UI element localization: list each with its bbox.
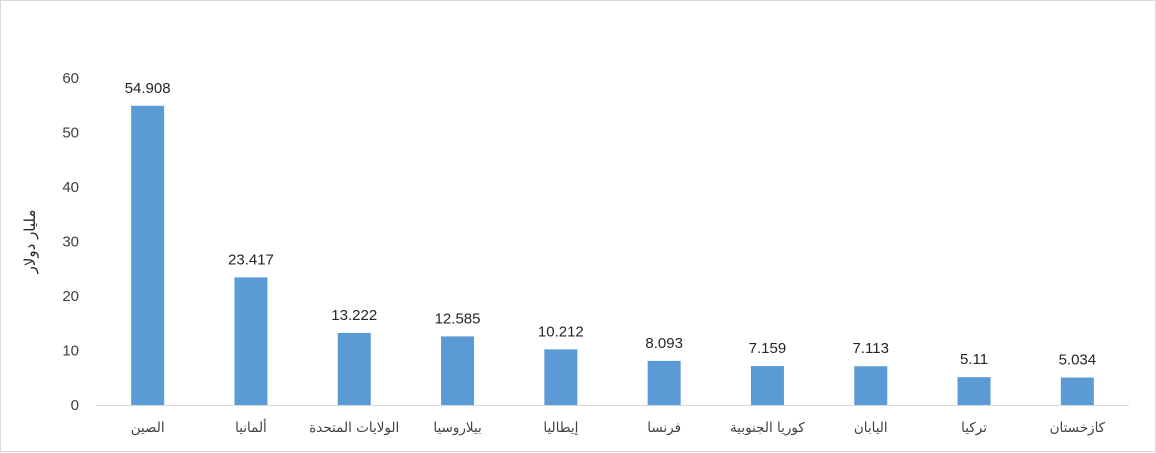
category-labels-group: الصين ألمانيا الولايات المتحدة بيلاروسيا إيط… xyxy=(131,418,1106,436)
y-tick-label: 60 xyxy=(62,70,79,87)
y-tick-label: 40 xyxy=(62,179,79,196)
y-tick-label: 0 xyxy=(71,397,79,414)
category-label: اليابان xyxy=(854,420,888,436)
bar-value-label: 54.908 xyxy=(125,80,171,97)
y-tick-label: 20 xyxy=(62,288,79,305)
bar-value-label: 7.159 xyxy=(749,340,787,357)
category-label: ألمانيا xyxy=(235,418,267,436)
bar xyxy=(854,366,888,405)
y-axis-ticks: 0 10 20 30 40 50 60 xyxy=(62,70,79,414)
category-label: الصين xyxy=(131,420,165,436)
category-label: تركيا xyxy=(961,420,987,436)
bar xyxy=(337,332,371,405)
category-label: فرنسا xyxy=(647,420,681,436)
category-label: إيطاليا xyxy=(543,420,578,436)
y-tick-label: 10 xyxy=(62,343,79,360)
bar-value-label: 23.417 xyxy=(228,251,274,268)
category-label: بيلاروسيا xyxy=(433,420,481,436)
category-label: كازخستان xyxy=(1050,420,1106,436)
bar-value-label: 13.222 xyxy=(331,307,377,324)
bar xyxy=(234,277,268,405)
bar xyxy=(957,377,991,405)
bar xyxy=(750,365,784,405)
category-label: كوريا الجنوبية xyxy=(730,420,805,436)
bar-value-label: 7.113 xyxy=(853,340,889,357)
bar-value-label: 5.11 xyxy=(960,351,988,368)
bar xyxy=(131,105,165,405)
bar-value-label: 5.034 xyxy=(1059,352,1097,369)
bar xyxy=(647,360,681,405)
y-tick-label: 50 xyxy=(62,125,79,142)
bar xyxy=(1060,377,1094,405)
bars-group xyxy=(131,105,1094,405)
data-labels-group: 54.908 23.417 13.222 12.585 10.212 8.093 7.159… xyxy=(125,80,1096,369)
y-tick-label: 30 xyxy=(62,234,79,251)
y-axis-title: مليار دولار xyxy=(21,210,39,275)
bar-value-label: 10.212 xyxy=(538,323,584,340)
bar-value-label: 12.585 xyxy=(435,310,481,327)
bar-value-label: 8.093 xyxy=(645,335,683,352)
bar xyxy=(441,336,475,405)
category-label: الولايات المتحدة xyxy=(309,420,399,436)
bar xyxy=(544,349,578,405)
